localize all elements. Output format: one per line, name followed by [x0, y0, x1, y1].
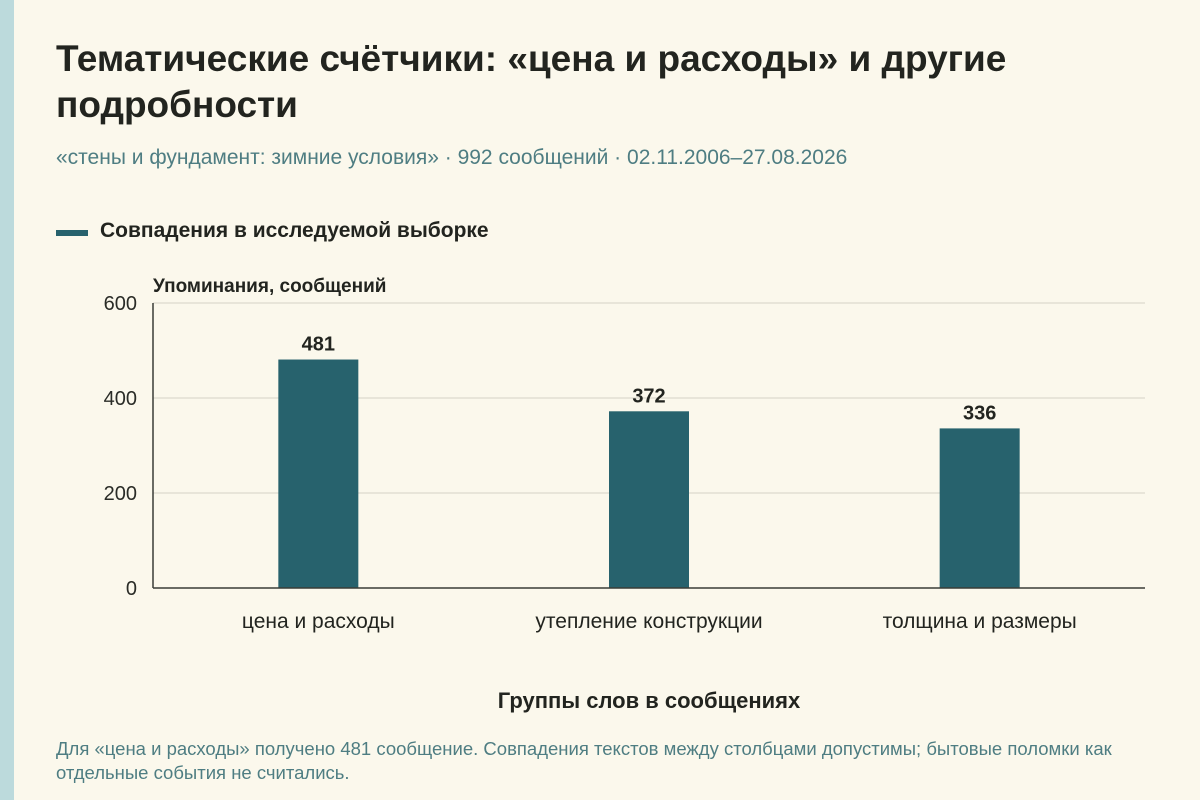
footnote: Для «цена и расходы» получено 481 сообще… — [56, 738, 1112, 783]
page-title: Тематические счётчики: «цена и расходы» … — [56, 38, 1007, 125]
legend-label: Совпадения в исследуемой выборке — [100, 219, 489, 242]
y-tick-label: 600 — [104, 293, 137, 315]
y-tick-label: 0 — [126, 578, 137, 600]
y-axis-title: Упоминания, сообщений — [153, 276, 386, 297]
bar-value-label: 372 — [632, 385, 665, 407]
chart-legend: Совпадения в исследуемой выборке — [56, 219, 489, 243]
bar-chart: 0 200 400 600 481 цена и расходы 372 утепление… — [104, 276, 1145, 713]
bar — [939, 428, 1020, 588]
y-tick-label: 400 — [104, 388, 137, 410]
x-tick-label: утепление конструкции — [535, 610, 762, 633]
x-tick-label: цена и расходы — [242, 610, 395, 633]
x-axis-title: Группы слов в сообщениях — [498, 688, 801, 713]
y-tick-label: 200 — [104, 483, 137, 505]
page-subtitle: «стены и фундамент: зимние условия» · 99… — [56, 146, 848, 169]
legend-swatch — [56, 230, 88, 236]
x-tick-label: толщина и размеры — [883, 610, 1077, 633]
left-accent-strip — [0, 0, 14, 800]
bar — [609, 411, 689, 588]
bar-value-label: 481 — [302, 334, 335, 356]
bar-value-label: 336 — [963, 402, 996, 424]
bar — [278, 359, 359, 588]
